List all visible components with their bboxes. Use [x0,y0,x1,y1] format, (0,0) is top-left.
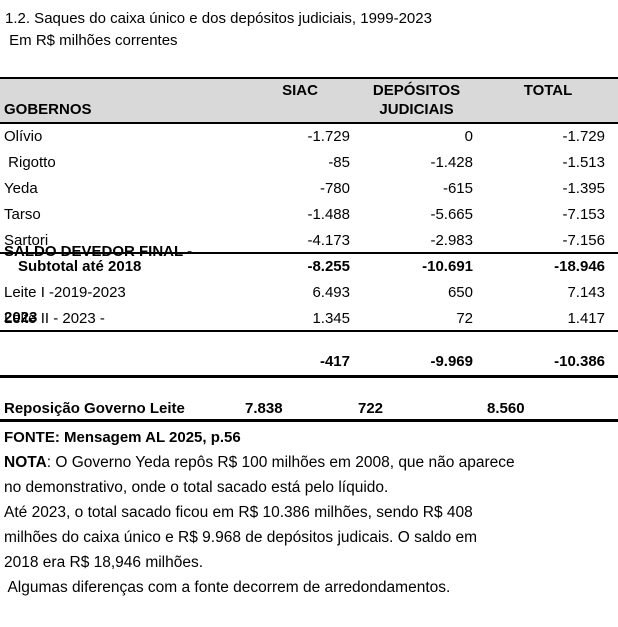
depositos-value: 650 [447,284,473,301]
row-label: Rigotto [4,154,56,171]
note-line-3: Até 2023, o total sacado ficou em R$ 10.… [4,504,473,521]
header-total-spacer [478,100,618,119]
notes-block: NOTA: O Governo Yeda repôs R$ 100 milhõe… [0,450,618,600]
row-label: Leite I -2019-2023 [4,284,126,301]
note-line-2: no demonstrativo, onde o total sacado es… [4,479,389,496]
total-value: 1.417 [567,310,605,327]
depositos-value: -615 [442,180,473,197]
note-text-1: : O Governo Yeda repôs R$ 100 milhões em… [46,454,515,471]
table-header-row-1: SIAC DEPÓSITOS TOTAL [0,81,618,100]
total-value: 8.560 [487,400,525,417]
siac-value: -780 [319,180,350,197]
depositos-value: -10.691 [422,258,473,275]
siac-value: 7.838 [245,400,283,417]
table-row-olivio: Olívio -1.729 0 -1.729 [0,124,618,150]
header-depositos-line2: JUDICIAIS [379,101,454,118]
siac-value: -8.255 [307,258,350,275]
siac-value: -417 [319,353,350,370]
row-label: Tarso [4,206,41,223]
source-line: FONTE: Mensagem AL 2025, p.56 [4,429,241,446]
header-total: TOTAL [523,82,573,99]
note-line-6: Algumas diferenças com a fonte decorrem … [4,579,451,596]
depositos-value: -2.983 [430,232,473,249]
total-value: -10.386 [554,353,605,370]
siac-value: 1.345 [312,310,350,327]
total-value: -7.153 [562,206,605,223]
header-depositos-line1: DEPÓSITOS [372,82,461,99]
note-line-1: NOTA: O Governo Yeda repôs R$ 100 milhõe… [4,450,618,475]
row-label: Subtotal até 2018 [18,258,142,275]
row-label: Reposição Governo Leite [4,400,185,417]
page-title: 1.2. Saques do caixa único e dos depósit… [5,10,432,27]
row-label: Yeda [4,180,38,197]
header-gobernos: GOBERNOS [4,101,92,118]
table-row-sartori: Sartori -4.173 -2.983 -7.156 [0,228,618,254]
table-row-rigotto: Rigotto -85 -1.428 -1.513 [0,150,618,176]
total-value: -1.513 [562,154,605,171]
total-value: -18.946 [554,258,605,275]
siac-value: -85 [328,154,350,171]
row-label-line-1: SALDO DEVEDOR FINAL - [4,243,193,260]
table-row-leite-2: Leite II - 2023 - 1.345 72 1.417 [0,306,618,332]
depositos-value: -1.428 [430,154,473,171]
table-row-tarso: Tarso -1.488 -5.665 -7.153 [0,202,618,228]
note-label: NOTA [4,454,47,471]
row-label-line-2: 2023 [4,309,38,326]
siac-value: -4.173 [307,232,350,249]
depositos-value: 722 [358,400,384,417]
table-header: SIAC DEPÓSITOS TOTAL GOBERNOS JUDICIAIS [0,77,618,124]
note-line-5: 2018 era R$ 18,946 milhões. [4,554,204,571]
table-row-subtotal-2018: Subtotal até 2018 -8.255 -10.691 -18.946 [0,254,618,280]
note-line-4: milhões do caixa único e R$ 9.968 de dep… [4,529,478,546]
data-table: SIAC DEPÓSITOS TOTAL GOBERNOS JUDICIAIS … [0,77,618,422]
depositos-value: 0 [464,128,473,145]
siac-value: -1.488 [307,206,350,223]
table-row-yeda: Yeda -780 -615 -1.395 [0,176,618,202]
total-value: -1.395 [562,180,605,197]
depositos-value: 72 [456,310,473,327]
depositos-value: -5.665 [430,206,473,223]
table-row-leite-1: Leite I -2019-2023 6.493 650 7.143 [0,280,618,306]
depositos-value: -9.969 [430,353,473,370]
row-label: Leite II - 2023 - [4,310,105,327]
table-row-reposicao-governo-leite: Reposição Governo Leite 7.838 722 8.560 [0,395,618,422]
total-value: -7.156 [562,232,605,249]
table-header-row-2: GOBERNOS JUDICIAIS [0,100,618,119]
row-label: Olívio [4,128,43,145]
total-value: 7.143 [567,284,605,301]
header-gobernos-spacer [0,81,245,100]
row-label: Sartori [4,232,49,249]
siac-value: -1.729 [307,128,350,145]
siac-value: 6.493 [312,284,350,301]
page-subtitle: Em R$ milhões correntes [5,32,178,49]
header-siac-spacer [245,100,355,119]
header-siac: SIAC [282,82,318,99]
row-label: SALDO DEVEDOR FINAL - 2023 [0,197,245,373]
table-row-saldo-devedor-final: SALDO DEVEDOR FINAL - 2023 -417 -9.969 -… [0,243,618,378]
total-value: -1.729 [562,128,605,145]
